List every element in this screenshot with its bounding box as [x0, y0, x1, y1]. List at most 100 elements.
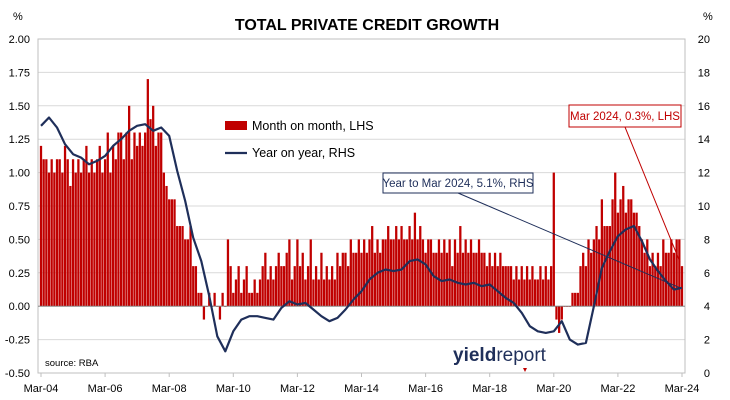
bar — [181, 226, 184, 307]
bar — [136, 145, 139, 307]
bar — [42, 159, 45, 307]
x-tick-label: Mar-22 — [600, 383, 635, 395]
bar — [555, 306, 558, 320]
bar — [611, 199, 614, 307]
bar — [85, 145, 88, 307]
bar — [480, 252, 483, 307]
left-axis-unit: % — [13, 11, 23, 23]
bar — [536, 279, 539, 307]
bar — [82, 159, 85, 307]
bar — [525, 266, 529, 307]
svg-text:yieldreport: yieldreport — [453, 345, 547, 366]
bar — [93, 172, 96, 307]
bar — [499, 252, 502, 307]
bar — [306, 266, 310, 307]
bar — [517, 279, 521, 307]
bar — [261, 266, 264, 307]
bar — [416, 239, 419, 307]
bar — [379, 252, 382, 307]
bar — [304, 279, 307, 307]
bar — [176, 226, 179, 307]
bar — [648, 266, 652, 307]
bar — [282, 266, 286, 307]
bar — [619, 199, 622, 307]
bar — [427, 239, 430, 307]
bar — [389, 239, 393, 307]
bar — [520, 266, 523, 307]
bar — [501, 266, 505, 307]
bar — [395, 226, 398, 307]
chart-title: TOTAL PRIVATE CREDIT GROWTH — [235, 17, 499, 34]
bar — [616, 212, 620, 307]
bar — [39, 145, 43, 307]
bar — [368, 239, 371, 307]
x-axis-ticks: Mar-04 Mar-06 Mar-08 Mar-10 Mar-12 Mar-14 Mar-… — [24, 373, 699, 395]
bar — [558, 306, 561, 333]
bar — [574, 292, 577, 307]
bar — [122, 159, 125, 307]
bar — [584, 266, 587, 307]
bar — [328, 279, 331, 307]
bar — [552, 172, 555, 307]
bar — [515, 266, 518, 307]
bar — [533, 279, 537, 307]
bar — [371, 226, 374, 307]
left-tick-label: 0.25 — [9, 268, 30, 280]
bar-series — [39, 79, 684, 333]
bar — [453, 239, 457, 307]
annotation-mom-text: Mar 2024, 0.3%, LHS — [570, 111, 680, 123]
x-tick-label: Mar-20 — [536, 383, 571, 395]
bar — [632, 212, 636, 307]
bar — [109, 172, 112, 307]
bar — [162, 172, 165, 307]
x-tick-label: Mar-14 — [344, 383, 379, 395]
bar — [285, 252, 288, 307]
bar — [168, 199, 171, 307]
bar — [330, 266, 334, 307]
bar — [571, 292, 574, 307]
bar — [598, 239, 601, 307]
bar — [133, 132, 136, 307]
bar — [165, 185, 168, 307]
bar — [528, 279, 531, 307]
bar — [678, 239, 681, 307]
legend-bar-swatch — [225, 121, 247, 130]
bar — [312, 279, 315, 307]
bar — [192, 266, 195, 307]
bar — [240, 292, 243, 307]
bar — [579, 266, 582, 307]
bar — [290, 279, 294, 307]
bar — [298, 266, 302, 307]
bar — [256, 292, 259, 307]
left-tick-label: 1.50 — [9, 101, 30, 113]
left-tick-label: 1.25 — [9, 134, 30, 146]
bar — [200, 292, 203, 307]
bar — [523, 279, 526, 307]
bar — [74, 172, 77, 307]
yoy-line — [40, 116, 683, 353]
bar — [432, 252, 435, 307]
logo-text-report: report — [496, 345, 546, 366]
bar — [266, 279, 270, 307]
bar — [587, 239, 590, 307]
bar — [651, 252, 654, 307]
right-tick-label: 2 — [704, 335, 710, 347]
bar — [202, 306, 206, 320]
bar — [437, 239, 441, 307]
bar — [173, 199, 176, 307]
bar — [467, 252, 470, 307]
bar — [400, 226, 403, 307]
bar — [424, 252, 427, 307]
bar — [475, 252, 478, 307]
bar — [630, 199, 633, 307]
annotation-yoy: Year to Mar 2024, 5.1%, RHS — [382, 172, 681, 289]
bar — [341, 252, 344, 307]
bar — [130, 159, 133, 307]
bar — [659, 266, 662, 307]
left-tick-label: -0.25 — [5, 335, 30, 347]
bar — [277, 252, 280, 307]
right-tick-label: 20 — [698, 34, 710, 46]
bar — [411, 239, 414, 307]
bar — [496, 266, 499, 307]
right-tick-label: 4 — [704, 301, 710, 313]
